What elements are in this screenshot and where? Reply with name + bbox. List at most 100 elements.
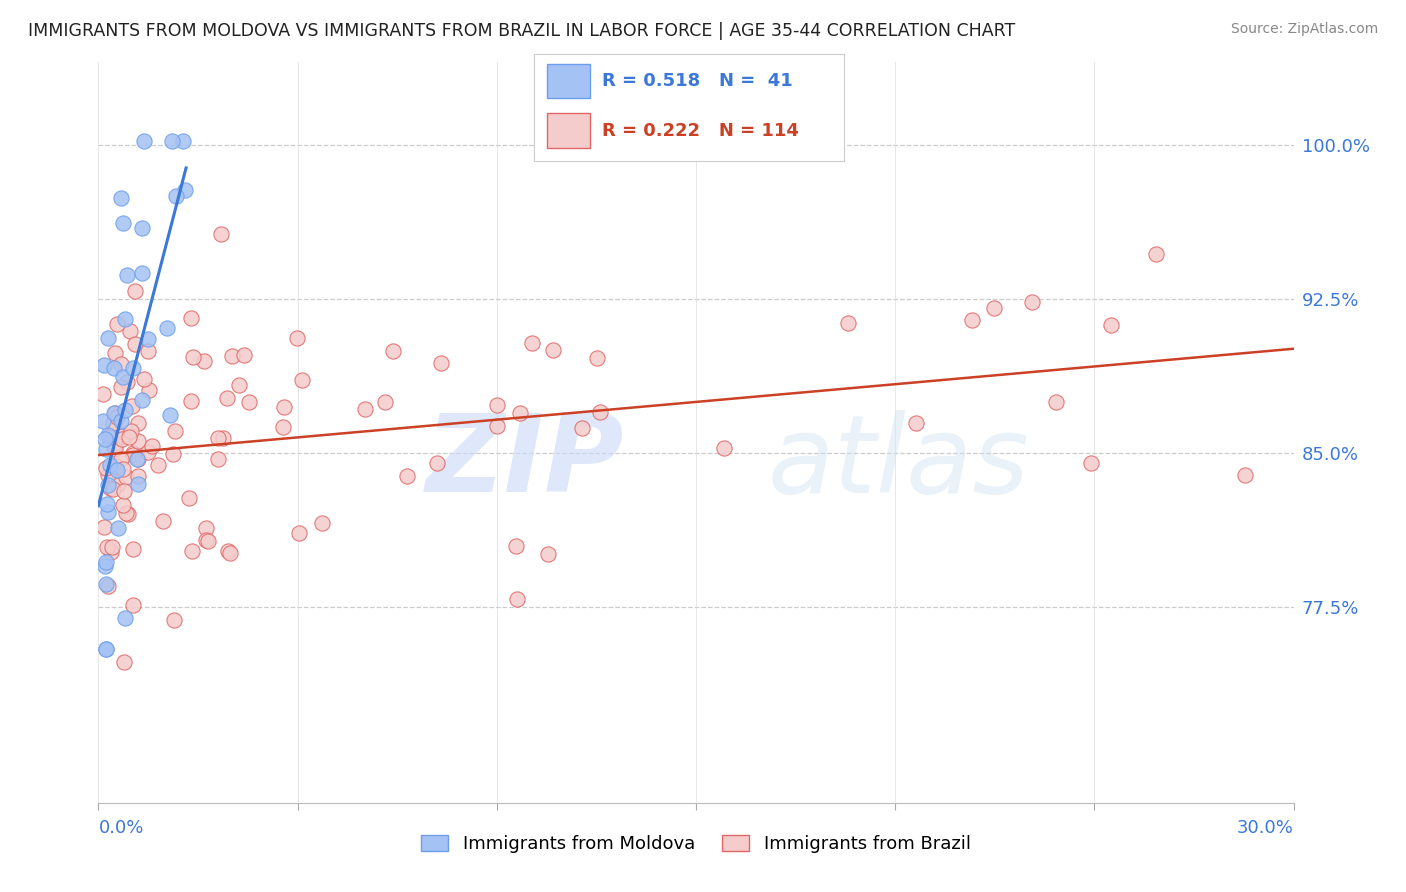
Text: IMMIGRANTS FROM MOLDOVA VS IMMIGRANTS FROM BRAZIL IN LABOR FORCE | AGE 35-44 COR: IMMIGRANTS FROM MOLDOVA VS IMMIGRANTS FR… [28,22,1015,40]
Point [124,284,146,298]
Point [114,402,136,417]
Point [117,429,139,443]
Point [218,546,240,560]
Point [104,439,127,453]
Point [172,134,194,148]
Point [122,542,145,557]
Point [217,543,239,558]
Point [273,400,295,414]
Point [180,310,202,325]
Point [215,391,238,405]
Point [181,350,204,364]
FancyBboxPatch shape [547,113,591,148]
Point [111,216,134,230]
Text: Source: ZipAtlas.com: Source: ZipAtlas.com [1230,22,1378,37]
Point [486,419,509,434]
Point [960,312,983,326]
Point [233,348,256,362]
Point [571,421,593,435]
Point [98,482,121,496]
Point [1080,456,1102,470]
Point [103,406,125,420]
Point [537,548,560,562]
Point [120,424,142,438]
Y-axis label: In Labor Force | Age 35-44: In Labor Force | Age 35-44 [0,313,8,552]
Point [163,613,186,627]
Point [124,337,146,351]
Point [96,540,118,554]
Point [287,525,309,540]
Point [97,467,120,482]
Point [114,611,136,625]
Point [94,432,117,446]
Point [104,345,127,359]
Point [97,331,120,345]
Point [98,458,121,472]
Point [97,580,120,594]
Point [127,416,149,430]
Point [505,539,527,553]
Point [97,430,120,444]
Point [96,577,118,591]
Point [117,508,139,522]
Point [904,416,927,430]
Point [104,422,127,436]
Point [110,380,132,394]
Point [271,420,294,434]
Point [374,394,396,409]
Point [107,521,129,535]
Point [127,476,149,491]
Point [96,497,118,511]
Point [354,402,377,417]
Point [713,441,735,455]
Point [1144,247,1167,261]
Point [97,506,120,520]
Point [103,360,125,375]
Text: R = 0.222   N = 114: R = 0.222 N = 114 [602,121,799,139]
Point [197,534,219,549]
Point [173,183,195,197]
Point [160,134,183,148]
Point [125,452,148,467]
Text: atlas: atlas [768,409,1029,515]
Legend: Immigrants from Moldova, Immigrants from Brazil: Immigrants from Moldova, Immigrants from… [413,828,979,861]
Point [94,442,117,456]
Point [91,387,114,401]
Point [156,320,179,334]
Point [93,358,115,372]
Point [179,491,201,505]
Point [520,336,543,351]
Point [131,221,153,235]
Point [207,452,229,467]
Point [110,413,132,427]
Point [97,478,120,492]
Point [117,268,139,282]
Point [114,312,136,326]
Point [94,641,117,656]
Point [837,316,859,330]
Point [111,462,134,476]
Point [110,191,132,205]
Point [91,414,114,428]
Point [103,416,125,430]
Point [136,445,159,459]
Point [121,360,143,375]
Point [588,405,610,419]
Point [104,442,127,456]
Point [586,351,609,365]
Point [105,317,128,331]
Point [983,301,1005,315]
Point [195,521,218,535]
Text: ZIP: ZIP [426,409,624,516]
Point [221,349,243,363]
Point [100,540,122,554]
FancyBboxPatch shape [547,64,591,98]
Point [395,468,418,483]
Point [111,432,134,446]
Point [112,484,135,499]
Point [194,533,217,547]
Point [105,478,128,492]
Point [110,357,132,371]
Point [105,458,128,473]
Point [105,410,128,425]
